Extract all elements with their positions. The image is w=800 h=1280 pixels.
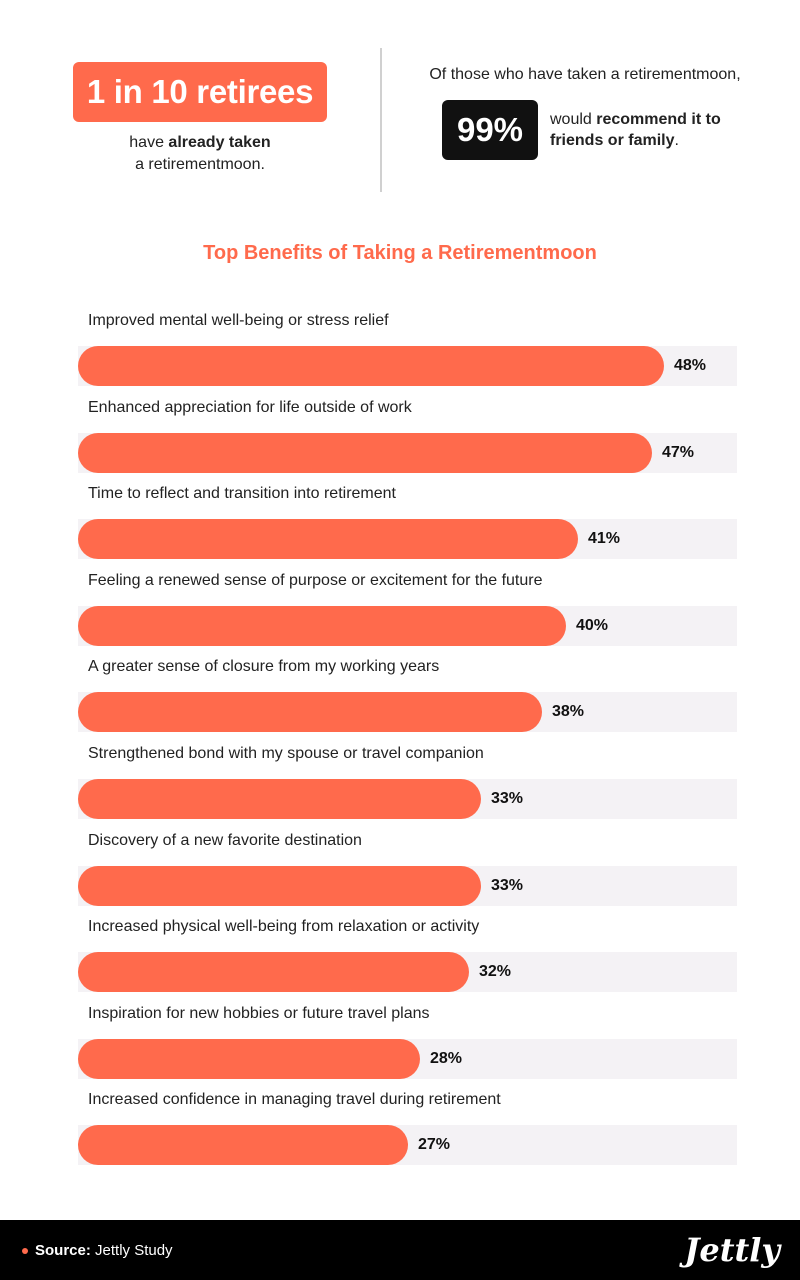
recommend-intro: Of those who have taken a retirementmoon… <box>429 66 741 83</box>
jettly-logo: Jettly <box>684 1231 780 1269</box>
bar <box>78 433 652 473</box>
stat-recommend-block: Of those who have taken a retirementmoon… <box>400 64 770 160</box>
recommend-bold: recommend it to friends or family <box>550 111 721 149</box>
chart-title: Top Benefits of Taking a Retirementmoon <box>203 242 597 264</box>
bar-track: 33% <box>78 866 737 906</box>
bar <box>78 1039 420 1079</box>
bar-value-label: 40% <box>576 617 609 634</box>
recommend-row: 99% would recommend it to friends or fam… <box>400 100 770 160</box>
footer-bar: Source: Jettly Study Jettly <box>0 1220 800 1280</box>
bar-track: 28% <box>78 1039 737 1079</box>
bar-track: 38% <box>78 692 737 732</box>
bar-track: 40% <box>78 606 737 646</box>
bar-label: Discovery of a new favorite destination <box>88 832 362 849</box>
bar-value-label: 48% <box>674 357 707 374</box>
bar-value-label: 38% <box>552 703 585 720</box>
bar-label: Increased physical well-being from relax… <box>88 918 480 935</box>
bar-track: 27% <box>78 1125 737 1165</box>
bar-value-label: 33% <box>491 790 524 807</box>
source-note: Source: Jettly Study <box>35 1240 173 1262</box>
recommend-post: . <box>674 132 679 149</box>
bar-value-label: 33% <box>491 877 524 894</box>
bar <box>78 779 481 819</box>
bar <box>78 346 664 386</box>
headline-badge: 1 in 10 retirees <box>72 62 328 122</box>
bar-label: Strengthened bond with my spouse or trav… <box>88 745 484 762</box>
caption-bold: already taken <box>168 134 271 151</box>
benefits-bar-chart: Improved mental well-being or stress rel… <box>78 312 737 1165</box>
caption-post: a retirementmoon. <box>135 156 265 173</box>
bar <box>78 952 469 992</box>
bullet-dot-icon <box>22 1248 28 1254</box>
bar-value-label: 27% <box>418 1136 451 1153</box>
bar <box>78 519 578 559</box>
bar-label: Increased confidence in managing travel … <box>88 1091 501 1108</box>
stat-retirees-block: 1 in 10 retirees have already taken a re… <box>40 62 360 176</box>
source-text: Jettly Study <box>90 1242 173 1259</box>
vertical-divider <box>380 48 382 192</box>
percent-badge: 99% <box>442 100 538 160</box>
bar-label: Inspiration for new hobbies or future tr… <box>88 1005 430 1022</box>
bar-value-label: 41% <box>588 530 621 547</box>
recommend-pre: would <box>550 111 597 128</box>
bar-label: Time to reflect and transition into reti… <box>88 485 396 502</box>
bar-label: A greater sense of closure from my worki… <box>88 658 440 675</box>
bar-track: 47% <box>78 433 737 473</box>
bar-track: 48% <box>78 346 737 386</box>
bar <box>78 606 566 646</box>
bar-track: 33% <box>78 779 737 819</box>
caption-pre: have <box>129 134 169 151</box>
bar <box>78 1125 408 1165</box>
bar-value-label: 47% <box>662 444 695 461</box>
bar-label: Improved mental well-being or stress rel… <box>88 312 389 329</box>
recommend-text: would recommend it to friends or family. <box>550 109 770 151</box>
bar <box>78 692 542 732</box>
bar <box>78 866 481 906</box>
source-label: Source: <box>35 1242 91 1259</box>
bar-label: Feeling a renewed sense of purpose or ex… <box>88 572 543 589</box>
bar-value-label: 28% <box>430 1050 463 1067</box>
bar-label: Enhanced appreciation for life outside o… <box>88 399 412 416</box>
bar-value-label: 32% <box>479 963 512 980</box>
retirees-caption: have already taken a retirementmoon. <box>40 132 360 176</box>
bar-track: 41% <box>78 519 737 559</box>
bar-track: 32% <box>78 952 737 992</box>
